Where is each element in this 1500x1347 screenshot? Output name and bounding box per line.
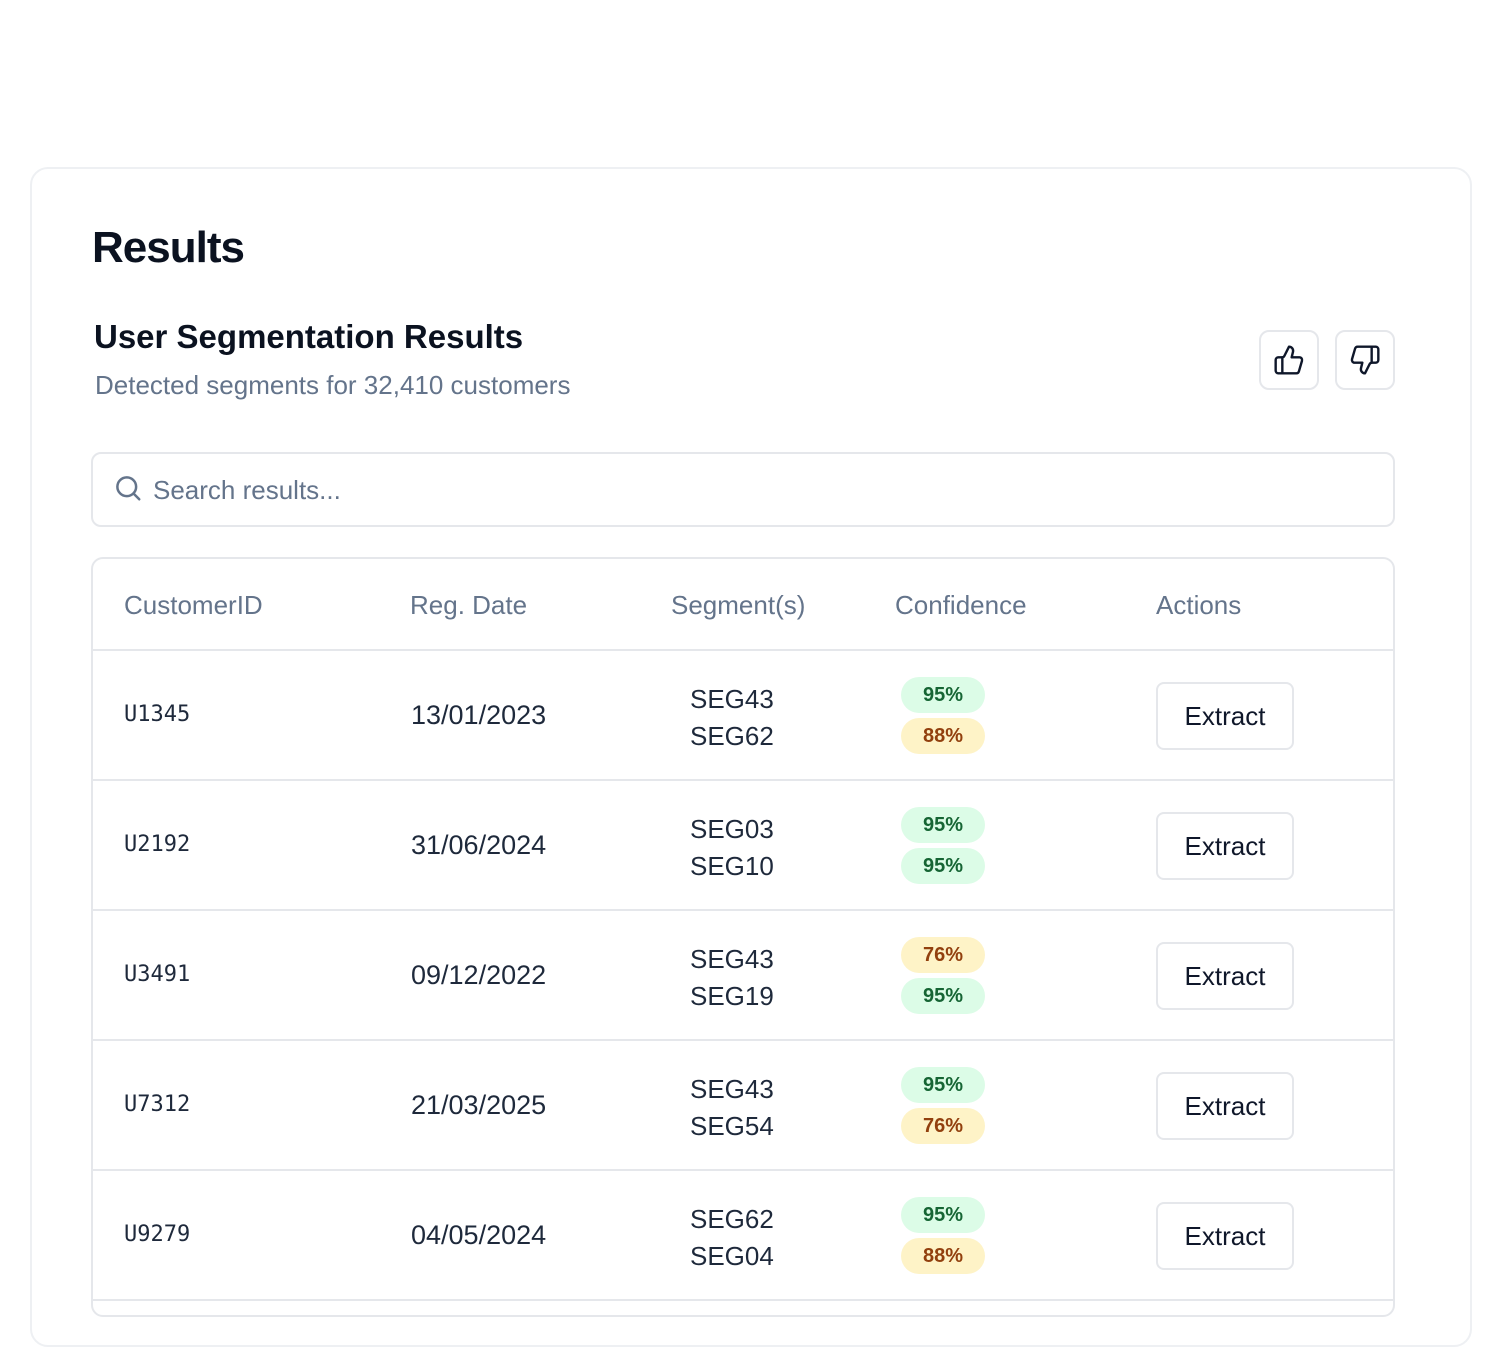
search-box <box>91 452 1395 527</box>
customer-id: U3491 <box>124 962 191 987</box>
segment-code: SEG10 <box>690 851 774 881</box>
segment-code: SEG62 <box>690 721 774 751</box>
confidence-badge: 95% <box>901 848 985 884</box>
segment-code: SEG43 <box>690 684 774 714</box>
segment-code: SEG43 <box>690 944 774 974</box>
confidence-badge: 76% <box>901 1108 985 1144</box>
confidence-list: 95% 76% <box>901 1067 985 1149</box>
column-header-actions: Actions <box>1156 590 1242 620</box>
segment-list: SEG03 SEG10 <box>690 811 774 885</box>
search-input[interactable] <box>153 464 1373 516</box>
search-icon <box>116 476 141 501</box>
column-header-customer-id: CustomerID <box>124 590 263 620</box>
section-title: User Segmentation Results <box>94 318 524 355</box>
confidence-badge: 95% <box>901 1197 985 1233</box>
table-row: U7312 21/03/2025 SEG43 SEG54 95% 76% Ext… <box>93 1041 1393 1171</box>
confidence-list: 95% 95% <box>901 807 985 889</box>
segment-code: SEG62 <box>690 1204 774 1234</box>
table-row: U1345 13/01/2023 SEG43 SEG62 95% 88% Ext… <box>93 651 1393 781</box>
section-subtitle: Detected segments for 32,410 customers <box>95 370 571 400</box>
segment-code: SEG03 <box>690 814 774 844</box>
extract-button[interactable]: Extract <box>1156 812 1294 880</box>
confidence-badge: 88% <box>901 1238 985 1274</box>
confidence-badge: 95% <box>901 677 985 713</box>
confidence-badge: 95% <box>901 978 985 1014</box>
results-card <box>30 167 1472 1347</box>
customer-id: U2192 <box>124 832 191 857</box>
extract-button[interactable]: Extract <box>1156 1202 1294 1270</box>
table-row: U9279 04/05/2024 SEG62 SEG04 95% 88% Ext… <box>93 1171 1393 1301</box>
thumbs-down-button[interactable] <box>1335 330 1395 390</box>
thumbs-down-icon <box>1350 345 1380 375</box>
reg-date: 31/06/2024 <box>411 830 547 860</box>
segment-code: SEG43 <box>690 1074 774 1104</box>
column-header-confidence: Confidence <box>895 590 1027 620</box>
reg-date: 04/05/2024 <box>411 1220 547 1250</box>
reg-date: 21/03/2025 <box>411 1090 547 1120</box>
thumbs-up-button[interactable] <box>1259 330 1319 390</box>
segment-list: SEG43 SEG54 <box>690 1071 774 1145</box>
customer-id: U7312 <box>124 1092 191 1117</box>
confidence-badge: 95% <box>901 807 985 843</box>
reg-date: 13/01/2023 <box>411 700 547 730</box>
segment-code: SEG54 <box>690 1111 774 1141</box>
confidence-list: 95% 88% <box>901 677 985 759</box>
segment-code: SEG19 <box>690 981 774 1011</box>
confidence-list: 76% 95% <box>901 937 985 1019</box>
confidence-badge: 95% <box>901 1067 985 1103</box>
page-title: Results <box>92 223 245 272</box>
confidence-badge: 76% <box>901 937 985 973</box>
customer-id: U1345 <box>124 702 191 727</box>
reg-date: 09/12/2022 <box>411 960 547 990</box>
table-row: U3491 09/12/2022 SEG43 SEG19 76% 95% Ext… <box>93 911 1393 1041</box>
table-header: CustomerID Reg. Date Segment(s) Confiden… <box>93 559 1393 651</box>
column-header-reg-date: Reg. Date <box>410 590 528 620</box>
segment-list: SEG62 SEG04 <box>690 1201 774 1275</box>
table-row: U2192 31/06/2024 SEG03 SEG10 95% 95% Ext… <box>93 781 1393 911</box>
thumbs-up-icon <box>1274 345 1304 375</box>
customer-id: U9279 <box>124 1222 191 1247</box>
segment-code: SEG04 <box>690 1241 774 1271</box>
confidence-list: 95% 88% <box>901 1197 985 1279</box>
extract-button[interactable]: Extract <box>1156 682 1294 750</box>
segment-list: SEG43 SEG19 <box>690 941 774 1015</box>
extract-button[interactable]: Extract <box>1156 1072 1294 1140</box>
column-header-segments: Segment(s) <box>671 590 806 620</box>
segment-list: SEG43 SEG62 <box>690 681 774 755</box>
confidence-badge: 88% <box>901 718 985 754</box>
extract-button[interactable]: Extract <box>1156 942 1294 1010</box>
results-table: CustomerID Reg. Date Segment(s) Confiden… <box>91 557 1395 1317</box>
